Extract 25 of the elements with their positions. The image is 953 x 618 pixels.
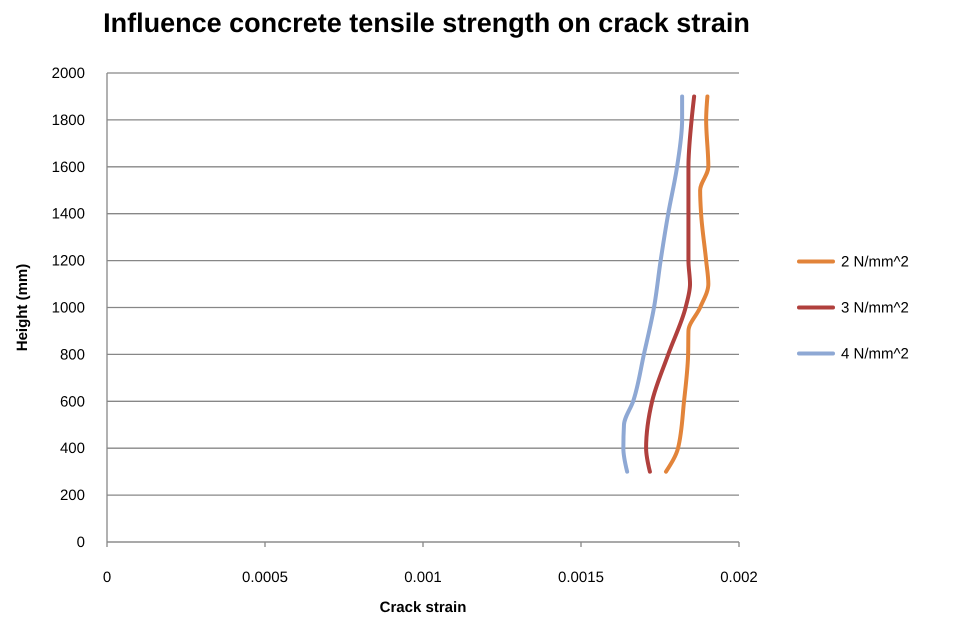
y-tick-label: 200 bbox=[60, 487, 85, 504]
line-series bbox=[621, 94, 684, 474]
y-axis-title: Height (mm) bbox=[14, 264, 31, 352]
y-tick-label: 0 bbox=[76, 534, 85, 551]
y-tick-label: 1000 bbox=[52, 300, 85, 316]
legend-label: 3 N/mm^2 bbox=[841, 300, 909, 316]
x-tick-label: 0 bbox=[102, 569, 112, 586]
x-tick-label: 0.002 bbox=[720, 569, 758, 586]
y-tick-label: 1600 bbox=[52, 158, 85, 176]
y-tick-label: 2000 bbox=[52, 65, 85, 82]
y-tick-label: 600 bbox=[60, 393, 85, 410]
x-tick-label: 0.0005 bbox=[242, 569, 288, 586]
y-tick-label: 1800 bbox=[52, 112, 85, 129]
line-series bbox=[664, 94, 710, 474]
x-axis-title: Crack strain bbox=[380, 599, 466, 616]
line-series bbox=[644, 94, 696, 474]
x-tick-label: 0.001 bbox=[404, 569, 442, 586]
legend-label: 2 N/mm^2 bbox=[841, 254, 909, 270]
y-tick-label: 800 bbox=[60, 346, 85, 364]
y-tick-label: 1200 bbox=[52, 252, 85, 270]
legend-label: 4 N/mm^2 bbox=[841, 346, 909, 362]
y-tick-label: 1400 bbox=[52, 206, 85, 223]
x-tick-label: 0.0015 bbox=[558, 569, 604, 586]
chart-title: Influence concrete tensile strength on crack strain bbox=[103, 8, 750, 38]
y-tick-label: 400 bbox=[60, 440, 85, 458]
